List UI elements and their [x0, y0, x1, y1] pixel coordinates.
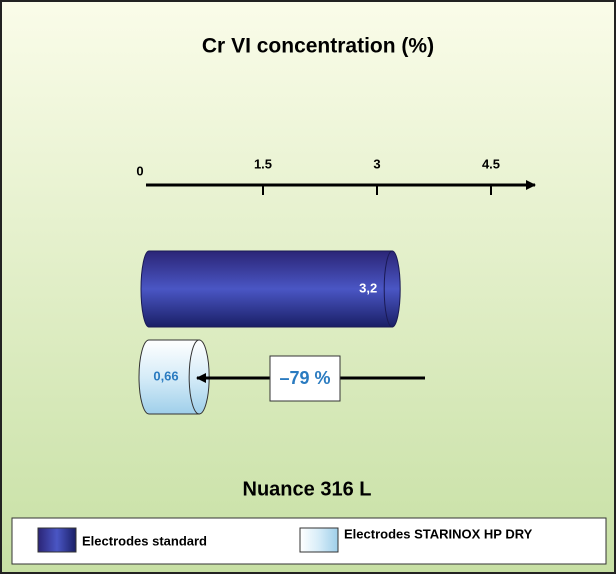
footer: Nuance 316 L: [243, 478, 372, 500]
legend-swatch: [38, 528, 76, 552]
legend-label: Electrodes STARINOX HP DRY: [344, 526, 533, 541]
annotation: –79 %: [279, 368, 330, 388]
bar-cap: [384, 251, 400, 327]
x-tick-label: 0: [136, 163, 143, 178]
x-tick-label: 4.5: [482, 156, 500, 171]
x-tick-label: 3: [373, 156, 380, 171]
chart: Cr VI concentration (%) Nuance 316 L 0 1.…: [0, 0, 616, 574]
bar: [141, 251, 392, 327]
x-tick-label: 1.5: [254, 156, 272, 171]
value-label: 3,2: [359, 280, 377, 295]
legend-swatch: [300, 528, 338, 552]
legend-label: Electrodes standard: [82, 533, 207, 548]
chart-title: Cr VI concentration (%): [202, 35, 434, 58]
value-label: 0,66: [153, 368, 178, 383]
